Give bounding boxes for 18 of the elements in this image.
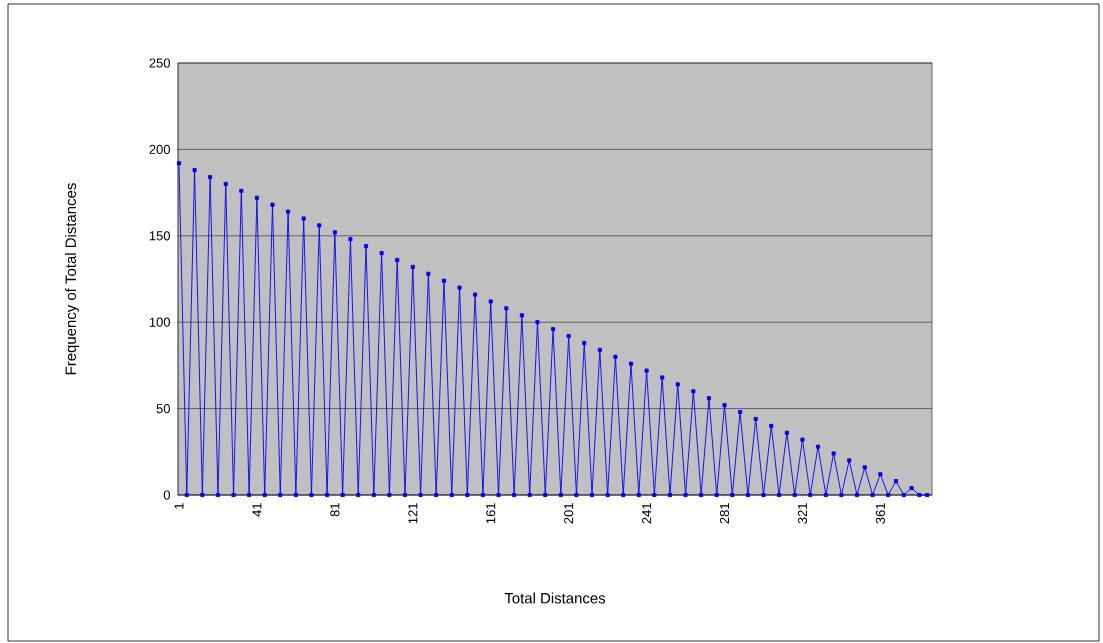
- y-tick-label: 250: [149, 58, 170, 68]
- x-tick-label: 241: [642, 503, 652, 524]
- y-tick-label: 150: [149, 231, 170, 241]
- x-tick-label: 1: [174, 503, 184, 509]
- x-tick-label: 161: [486, 503, 496, 524]
- x-tick-label: 321: [797, 503, 808, 524]
- x-axis-title: Total Distances: [504, 592, 606, 604]
- y-tick-label: 200: [149, 144, 170, 154]
- x-tick-label: 361: [875, 503, 885, 524]
- x-tick-label: 281: [719, 503, 730, 524]
- x-tick-label: 81: [330, 503, 340, 517]
- x-tick-label: 201: [564, 503, 574, 524]
- y-tick-label: 50: [156, 404, 170, 414]
- y-tick-label: 0: [163, 490, 170, 500]
- x-tick-label: 121: [408, 503, 418, 524]
- y-axis-title: Frequency of Total Distances: [65, 183, 79, 375]
- y-tick-label: 100: [149, 317, 170, 327]
- x-tick-label: 41: [252, 503, 262, 517]
